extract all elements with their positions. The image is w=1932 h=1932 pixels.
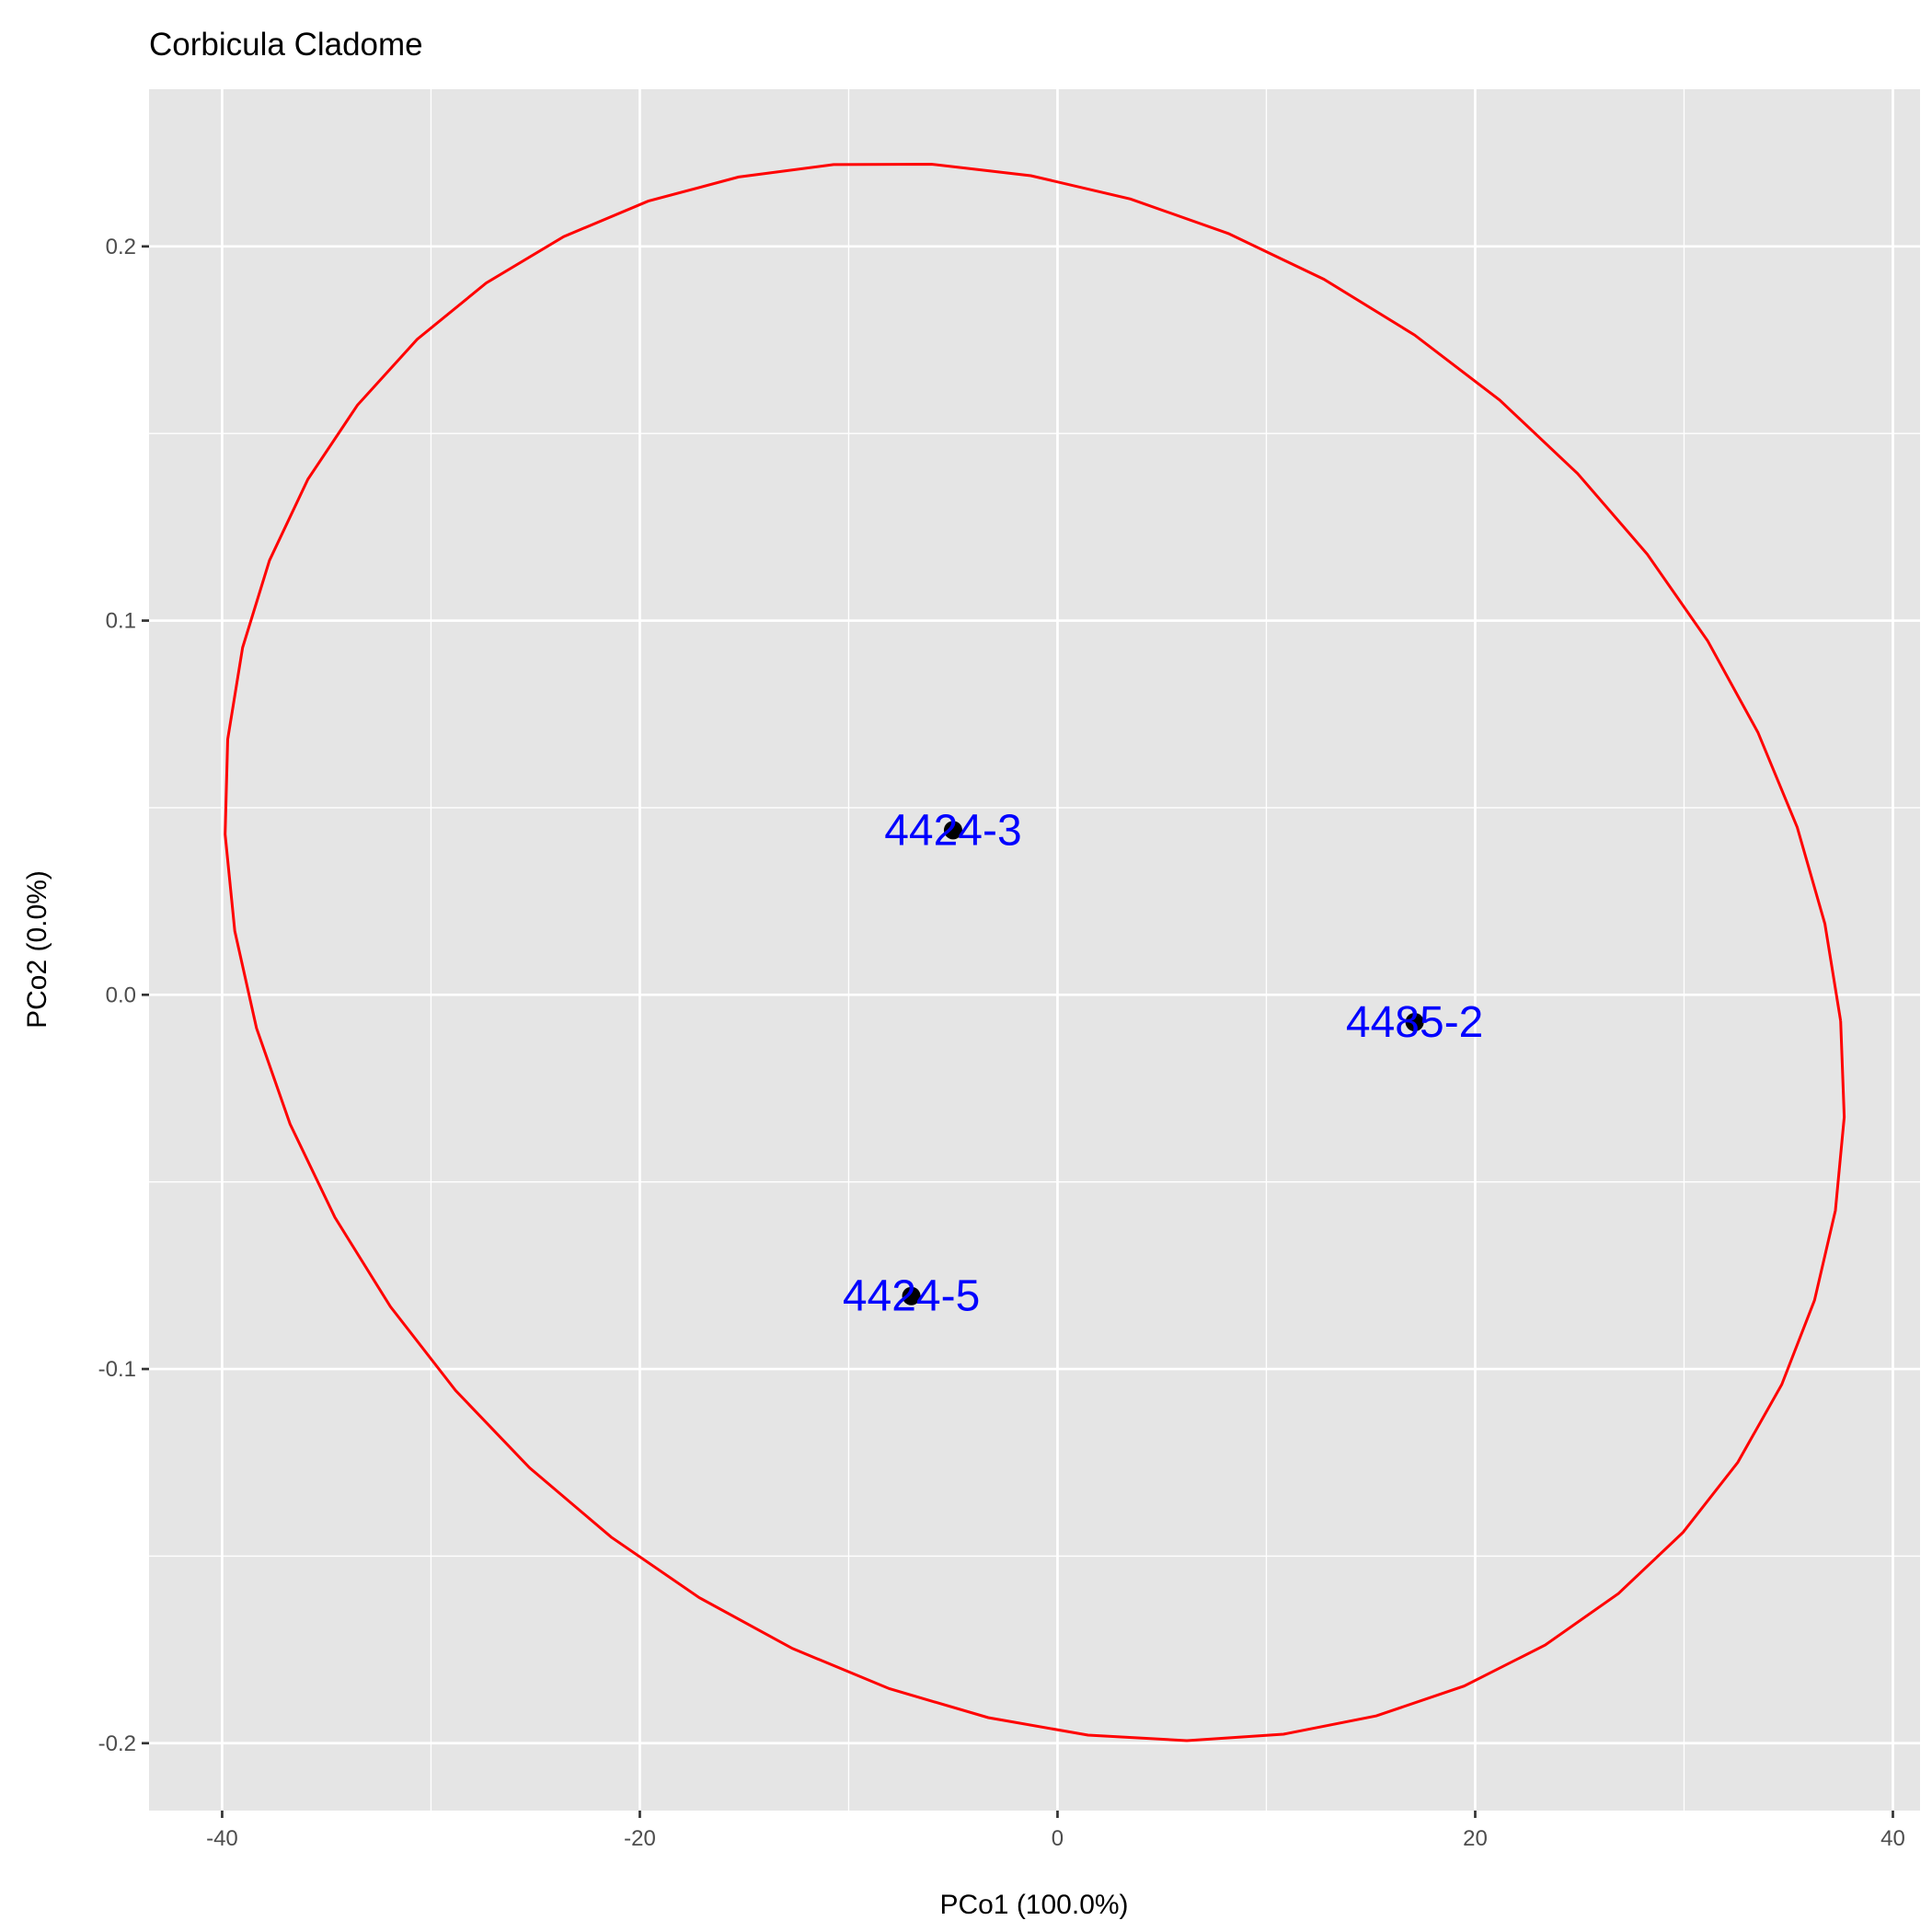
point-label: 4485-2 xyxy=(1346,998,1483,1047)
y-tick-label: 0.0 xyxy=(106,983,136,1007)
y-tick-label: -0.2 xyxy=(98,1731,136,1756)
point-label: 4424-3 xyxy=(884,806,1021,855)
data-point xyxy=(902,1286,921,1305)
x-tick-label: 0 xyxy=(1052,1826,1064,1851)
y-tick-label: 0.2 xyxy=(106,235,136,259)
y-tick-label: -0.1 xyxy=(98,1357,136,1382)
x-tick-label: 40 xyxy=(1880,1826,1905,1851)
plot-panel xyxy=(149,89,1920,1811)
y-tick-label: 0.1 xyxy=(106,609,136,634)
confidence-ellipse xyxy=(224,162,1846,1742)
y-axis-title: PCo2 (0.0%) xyxy=(22,870,52,1029)
grid-lines xyxy=(149,89,1920,1811)
data-point xyxy=(1405,1013,1424,1032)
data-points: 4424-3 4485-2 4424-5 xyxy=(843,806,1484,1320)
x-tick-label: 20 xyxy=(1463,1826,1488,1851)
point-label: 4424-5 xyxy=(843,1272,980,1321)
chart-title: Corbicula Cladome xyxy=(149,27,423,63)
data-point xyxy=(943,821,962,840)
x-tick-label: -40 xyxy=(206,1826,238,1851)
axis-ticks: -40 -20 0 20 40 -0.2 -0.1 0.0 0.1 0.2 xyxy=(98,235,1905,1851)
x-axis-title: PCo1 (100.0%) xyxy=(939,1890,1128,1920)
x-tick-label: -20 xyxy=(624,1826,656,1851)
